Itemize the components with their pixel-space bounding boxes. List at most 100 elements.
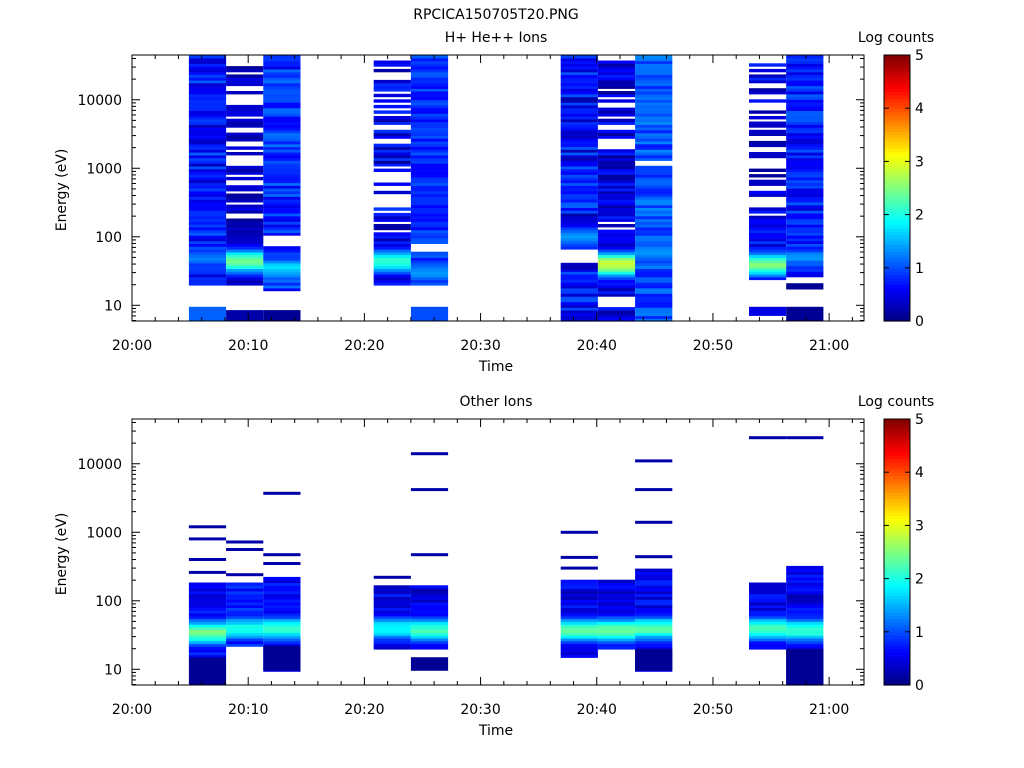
x-tick-label: 20:00 <box>112 702 152 718</box>
heatmap-cell <box>188 235 227 239</box>
heatmap-cell <box>373 646 411 650</box>
heatmap-cell <box>410 637 449 642</box>
heatmap-cell <box>786 571 824 575</box>
heatmap-cell <box>560 188 598 192</box>
heatmap-cell <box>786 85 824 89</box>
colorbar-segment <box>884 478 910 483</box>
heatmap-cell <box>597 262 636 267</box>
heatmap-cell <box>560 279 598 283</box>
heatmap-cell <box>226 229 264 233</box>
heatmap-cell <box>226 77 264 81</box>
heatmap-cell <box>786 273 824 278</box>
colorbar-tick-label: 4 <box>915 465 924 481</box>
colorbar-segment <box>884 515 910 520</box>
heatmap-cell <box>263 582 301 586</box>
heatmap-cell <box>263 157 301 161</box>
y-axis-label: Energy (eV) <box>54 513 70 596</box>
heatmap-cell <box>410 215 449 220</box>
heatmap-cell <box>786 590 824 595</box>
heatmap-cell <box>226 193 264 197</box>
heatmap-cell <box>635 596 673 600</box>
heatmap-cell <box>188 55 227 59</box>
heatmap-cell <box>635 629 673 633</box>
heatmap-cell <box>786 188 824 192</box>
heatmap-cell <box>263 199 301 203</box>
heatmap-cell <box>410 55 449 59</box>
heatmap-cell <box>188 91 227 95</box>
heatmap-cell <box>597 624 636 628</box>
heatmap-cell <box>597 204 636 208</box>
colorbar-segment <box>884 655 910 660</box>
colorbar-segment <box>884 151 910 156</box>
colorbar-segment <box>884 197 910 202</box>
heatmap-cell <box>410 235 449 239</box>
heatmap-cell <box>749 140 787 145</box>
heatmap-cell <box>597 579 636 584</box>
heatmap-cell <box>560 243 598 247</box>
heatmap-cell <box>226 615 264 620</box>
heatmap-cell <box>597 210 636 214</box>
colorbar-segment <box>884 625 910 630</box>
heatmap-cell <box>635 207 673 211</box>
heatmap-cell <box>263 282 301 286</box>
heatmap-cell <box>560 140 598 145</box>
heatmap-cell <box>635 643 673 647</box>
heatmap-cell <box>188 201 227 206</box>
heatmap-cell <box>263 632 301 636</box>
heatmap-cell <box>560 640 598 645</box>
heatmap-line <box>226 548 264 551</box>
heatmap-cell <box>560 601 598 606</box>
heatmap-line <box>263 562 301 565</box>
heatmap-cell <box>373 104 411 109</box>
heatmap-cell <box>560 301 598 305</box>
heatmap-cell <box>373 276 411 281</box>
heatmap-cell <box>635 582 673 586</box>
heatmap-cell <box>410 201 449 206</box>
heatmap-cell <box>188 257 227 261</box>
heatmap-cell <box>263 140 301 145</box>
heatmap-cell <box>635 226 673 231</box>
heatmap-cell <box>226 276 264 281</box>
heatmap-cells <box>188 55 824 322</box>
heatmap-cell <box>597 596 636 600</box>
heatmap-cell <box>749 596 787 600</box>
heatmap-cell <box>597 618 636 622</box>
x-tick-label: 20:10 <box>228 702 268 718</box>
heatmap-cell <box>560 635 598 639</box>
heatmap-cell <box>786 176 824 181</box>
heatmap-cell <box>263 99 301 103</box>
heatmap-cell <box>410 635 449 639</box>
heatmap-cell <box>749 260 787 264</box>
colorbar-segment <box>884 284 910 289</box>
colorbar-segment <box>884 311 910 315</box>
heatmap-cell <box>188 157 227 161</box>
heatmap-cell <box>410 176 449 181</box>
heatmap-cell <box>597 257 636 261</box>
heatmap-cell <box>635 104 673 109</box>
heatmap-cell <box>263 185 301 189</box>
heatmap-cell <box>188 160 227 164</box>
heatmap-cell <box>786 182 824 186</box>
heatmap-cell <box>635 196 673 200</box>
colorbar-segment <box>884 668 910 673</box>
colorbar-segment <box>884 458 910 463</box>
heatmap-cell <box>597 318 636 322</box>
colorbar-segment <box>884 254 910 259</box>
colorbar-segment <box>884 571 910 576</box>
heatmap-cell <box>226 621 264 625</box>
heatmap-cell <box>635 229 673 233</box>
heatmap-cell <box>560 621 598 625</box>
heatmap-cell <box>786 163 824 167</box>
heatmap-cell <box>188 88 227 92</box>
heatmap-cell <box>410 160 449 164</box>
heatmap-cell <box>188 260 227 264</box>
heatmap-cell <box>226 257 264 261</box>
heatmap-cell <box>786 235 824 239</box>
colorbar-segment <box>884 261 910 266</box>
heatmap-cell <box>786 93 824 98</box>
heatmap-cell <box>188 174 227 178</box>
colorbar-label: Log counts <box>858 30 934 46</box>
heatmap-cell <box>560 290 598 294</box>
heatmap-cell <box>560 632 598 636</box>
heatmap-cell <box>749 257 787 261</box>
